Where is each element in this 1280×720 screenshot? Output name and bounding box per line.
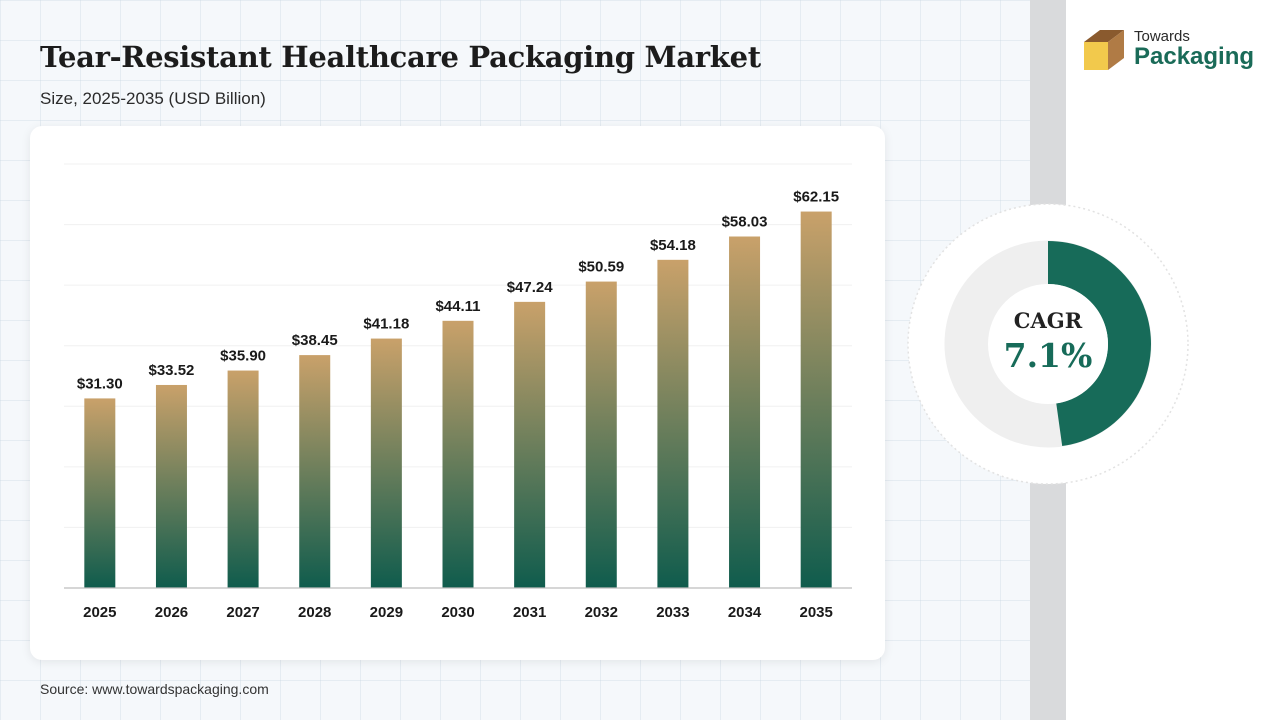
x-tick-label: 2025 bbox=[83, 604, 116, 621]
bar-value-label: $38.45 bbox=[292, 332, 338, 349]
bar-chart: $31.30 2025 $33.52 2026 $35.90 2027 $38.45 2028… bbox=[64, 163, 852, 621]
logo-text-bottom: Packaging bbox=[1134, 43, 1255, 70]
logo-text-top: Towards bbox=[1134, 28, 1190, 45]
bar-2028 bbox=[299, 355, 331, 588]
bar-2029 bbox=[370, 338, 402, 588]
cagr-label: CAGR bbox=[1013, 308, 1083, 333]
bar-2032 bbox=[585, 281, 617, 588]
x-tick-label: 2030 bbox=[441, 604, 474, 621]
cagr-center bbox=[988, 284, 1108, 404]
page-subtitle: Size, 2025-2035 (USD Billion) bbox=[40, 89, 266, 108]
bar-2026 bbox=[155, 384, 187, 588]
bar-value-label: $50.59 bbox=[578, 259, 624, 276]
x-tick-label: 2031 bbox=[513, 604, 546, 621]
box-logo-icon bbox=[1084, 30, 1124, 70]
bar-value-label: $44.11 bbox=[435, 298, 480, 315]
brand-logo: Towards Packaging bbox=[1082, 28, 1262, 78]
bar-2031 bbox=[514, 301, 546, 588]
bar-value-label: $58.03 bbox=[722, 214, 768, 231]
bar-2030 bbox=[442, 320, 474, 588]
chart-card: $31.30 2025 $33.52 2026 $35.90 2027 $38.45 2028… bbox=[30, 126, 885, 660]
bar-2025 bbox=[84, 398, 116, 588]
bar-2033 bbox=[657, 259, 689, 588]
bar-2035 bbox=[800, 211, 832, 588]
bar-value-label: $31.30 bbox=[77, 375, 123, 392]
x-tick-label: 2033 bbox=[656, 604, 689, 621]
x-tick-label: 2034 bbox=[728, 604, 762, 621]
bar-value-label: $33.52 bbox=[149, 362, 195, 379]
cagr-value: 7.1% bbox=[1003, 336, 1093, 375]
bar-2034 bbox=[729, 236, 761, 588]
bar-value-label: $47.24 bbox=[507, 279, 554, 296]
bar-2027 bbox=[227, 370, 259, 588]
bar-value-label: $35.90 bbox=[220, 348, 266, 365]
bar-value-label: $54.18 bbox=[650, 237, 696, 254]
x-tick-label: 2026 bbox=[155, 604, 188, 621]
x-tick-label: 2035 bbox=[799, 604, 832, 621]
bar-value-label: $62.15 bbox=[793, 189, 839, 206]
x-tick-label: 2029 bbox=[370, 604, 403, 621]
x-tick-label: 2027 bbox=[226, 604, 259, 621]
cagr-ring bbox=[907, 203, 1189, 485]
x-tick-label: 2032 bbox=[585, 604, 618, 621]
bar-value-label: $41.18 bbox=[363, 316, 409, 333]
source-note: Source: www.towardspackaging.com bbox=[40, 681, 269, 697]
page-title: Tear-Resistant Healthcare Packaging Mark… bbox=[40, 40, 761, 74]
x-tick-label: 2028 bbox=[298, 604, 331, 621]
cagr-arc bbox=[1048, 241, 1151, 447]
